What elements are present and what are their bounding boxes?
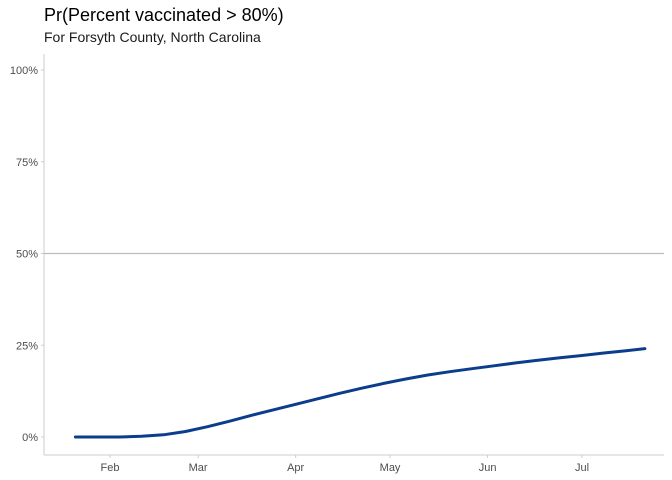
- y-tick-group: 0% 25% 50% 75% 100%: [10, 65, 44, 444]
- x-tick-label: Mar: [189, 462, 208, 474]
- x-tick-label: Jul: [575, 462, 589, 474]
- x-tick-label: Apr: [287, 462, 304, 474]
- x-tick-group: Feb Mar Apr May Jun Jul: [101, 455, 589, 474]
- y-tick-label: 100%: [10, 65, 38, 77]
- chart-title: Pr(Percent vaccinated > 80%): [44, 5, 284, 25]
- probability-line: [73, 347, 647, 439]
- x-tick-label: Jun: [479, 462, 497, 474]
- y-tick-label: 50%: [16, 249, 38, 261]
- y-tick-label: 0%: [22, 432, 38, 444]
- chart-subtitle: For Forsyth County, North Carolina: [44, 29, 261, 45]
- x-tick-label: May: [380, 462, 401, 474]
- y-tick-label: 25%: [16, 340, 38, 352]
- x-tick-label: Feb: [101, 462, 120, 474]
- y-tick-label: 75%: [16, 157, 38, 169]
